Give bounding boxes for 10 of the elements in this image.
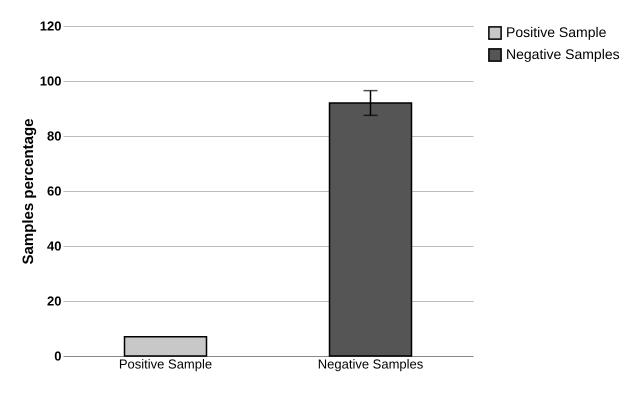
y-tick-label: 40 xyxy=(47,238,62,254)
legend-label: Positive Sample xyxy=(506,24,607,40)
y-tick-label: 0 xyxy=(54,348,62,364)
y-tick-label: 100 xyxy=(40,74,62,88)
y-axis-title: Samples percentage xyxy=(20,118,37,264)
y-tick-label: 20 xyxy=(47,294,62,308)
y-tick-label: 60 xyxy=(47,184,62,198)
legend-label: Negative Samples xyxy=(506,46,620,62)
y-tick-label: 120 xyxy=(40,18,62,34)
y-tick-label: 80 xyxy=(47,128,62,144)
